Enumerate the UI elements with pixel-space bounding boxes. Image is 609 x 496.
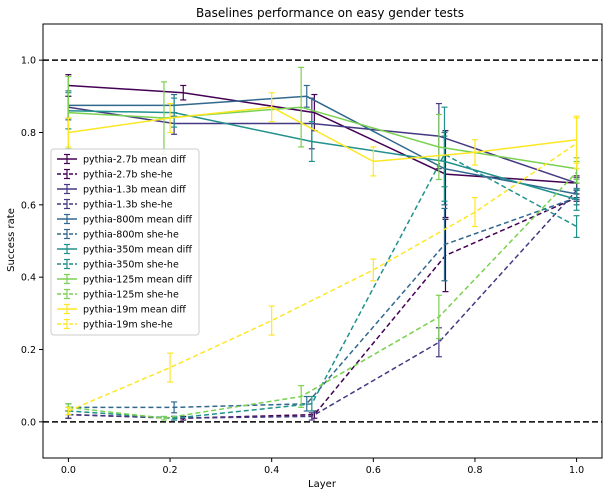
x-tick-label-3: 0.6: [366, 465, 381, 476]
y-tick-label-4: 0.8: [21, 128, 36, 139]
series-7: [65, 106, 580, 421]
legend-entry-6: pythia-350m mean diff: [83, 245, 192, 256]
y-tick-label-3: 0.6: [21, 200, 36, 211]
legend-entry-1: pythia-2.7b she-he: [83, 170, 173, 181]
legend-entry-7: pythia-350m she-he: [83, 260, 179, 271]
x-axis-label: Layer: [308, 479, 337, 490]
y-tick-label-0: 0.0: [21, 417, 36, 428]
legend-entry-2: pythia-1.3b mean diff: [83, 185, 186, 196]
x-tick-label-5: 1.0: [569, 465, 584, 476]
chart-title: Baselines performance on easy gender tes…: [196, 6, 464, 20]
y-axis: 0.0 0.2 0.4 0.6 0.8 1.0: [21, 56, 43, 428]
legend-entry-5: pythia-800m she-he: [83, 230, 179, 241]
x-tick-label-1: 0.2: [162, 465, 177, 476]
legend-entry-0: pythia-2.7b mean diff: [83, 155, 186, 166]
series-line-10: [68, 106, 577, 163]
legend-entry-9: pythia-125m she-he: [83, 290, 179, 301]
y-tick-label-2: 0.4: [21, 273, 36, 284]
x-tick-label-2: 0.4: [264, 465, 279, 476]
legend-entry-10: pythia-19m mean diff: [83, 305, 186, 316]
legend-box: [50, 148, 200, 336]
legend: pythia-2.7b mean diff pythia-2.7b she-he p…: [50, 148, 200, 336]
legend-entry-4: pythia-800m mean diff: [83, 215, 192, 226]
series-11: [65, 117, 580, 416]
x-tick-label-0: 0.0: [61, 465, 76, 476]
legend-entry-3: pythia-1.3b she-he: [83, 200, 173, 211]
series-9: [65, 160, 580, 421]
y-tick-label-1: 0.2: [21, 345, 36, 356]
y-axis-label: Success rate: [6, 208, 17, 272]
legend-entry-11: pythia-19m she-he: [83, 320, 173, 331]
x-axis: 0.0 0.2 0.4 0.6 0.8 1.0: [61, 458, 584, 476]
plot-frame: [42, 23, 603, 459]
y-tick-label-5: 1.0: [21, 56, 36, 67]
series-line-11: [68, 142, 578, 412]
plot-area: [43, 59, 602, 423]
x-tick-label-4: 0.8: [467, 465, 482, 476]
legend-entry-8: pythia-125m mean diff: [83, 275, 192, 286]
